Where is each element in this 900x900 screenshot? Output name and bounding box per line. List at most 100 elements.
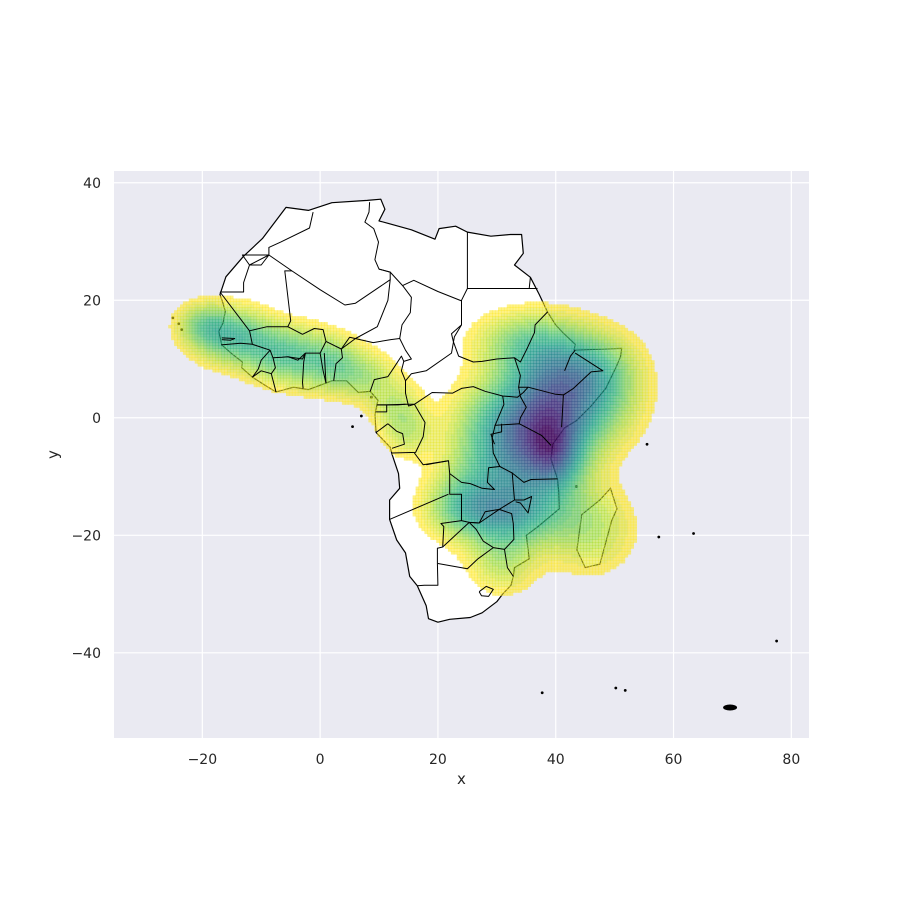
density-cell bbox=[601, 392, 605, 396]
density-cell bbox=[551, 515, 555, 520]
density-cell bbox=[642, 418, 646, 423]
density-cell bbox=[459, 451, 464, 455]
density-cell bbox=[615, 495, 620, 499]
density-cell bbox=[554, 404, 558, 408]
density-cell bbox=[624, 395, 629, 399]
density-cell bbox=[595, 421, 599, 426]
density-cell bbox=[524, 586, 528, 590]
density-cell bbox=[598, 401, 602, 405]
density-cell bbox=[501, 448, 505, 452]
density-cell bbox=[430, 507, 434, 511]
density-cell bbox=[506, 568, 511, 573]
density-cell bbox=[424, 439, 428, 443]
density-cell bbox=[530, 418, 534, 423]
density-cell bbox=[427, 463, 431, 467]
density-cell bbox=[492, 416, 496, 420]
density-cell bbox=[495, 504, 499, 508]
density-cell bbox=[506, 551, 511, 555]
density-cell bbox=[489, 401, 493, 405]
density-cell bbox=[515, 515, 520, 520]
density-cell bbox=[459, 545, 464, 549]
density-cell bbox=[645, 401, 649, 405]
density-cell bbox=[527, 451, 531, 455]
density-cell bbox=[621, 533, 626, 537]
density-cell bbox=[341, 395, 346, 399]
density-cell bbox=[392, 445, 396, 449]
density-cell bbox=[377, 413, 381, 417]
density-cell bbox=[506, 439, 511, 443]
density-cell bbox=[536, 421, 540, 426]
density-cell bbox=[577, 492, 581, 496]
density-cell bbox=[612, 392, 617, 396]
density-cell bbox=[583, 398, 587, 402]
density-cell bbox=[374, 401, 378, 405]
density-cell bbox=[533, 424, 537, 429]
density-cell bbox=[483, 451, 487, 455]
density-cell bbox=[489, 468, 493, 473]
density-cell bbox=[521, 424, 526, 429]
density-cell bbox=[477, 554, 481, 558]
density-cell bbox=[365, 401, 369, 405]
density-cell bbox=[533, 466, 537, 470]
density-cell bbox=[615, 492, 620, 496]
density-cell bbox=[556, 507, 561, 511]
density-cell bbox=[480, 439, 484, 443]
density-cell bbox=[536, 480, 540, 485]
density-cell bbox=[403, 410, 408, 414]
density-cell bbox=[595, 536, 599, 540]
density-cell bbox=[624, 518, 629, 523]
density-cell bbox=[565, 474, 570, 479]
density-cell bbox=[577, 466, 581, 470]
density-cell bbox=[480, 421, 484, 426]
density-cell bbox=[498, 554, 502, 558]
density-cell bbox=[433, 439, 437, 443]
density-cell bbox=[598, 416, 602, 420]
density-cell bbox=[554, 474, 558, 479]
density-cell bbox=[551, 445, 555, 449]
density-cell bbox=[468, 495, 473, 499]
density-cell bbox=[571, 427, 576, 432]
density-cell bbox=[542, 454, 546, 458]
density-cell bbox=[486, 398, 490, 402]
density-cell bbox=[436, 539, 440, 543]
density-cell bbox=[498, 433, 502, 438]
density-cell bbox=[539, 442, 543, 446]
density-cell bbox=[595, 460, 599, 464]
density-cell bbox=[568, 562, 573, 567]
density-cell bbox=[524, 580, 528, 584]
density-cell bbox=[548, 530, 552, 535]
density-cell bbox=[447, 545, 452, 549]
density-cell bbox=[577, 430, 581, 435]
density-cell bbox=[545, 501, 549, 505]
density-cell bbox=[542, 524, 546, 529]
density-cell bbox=[498, 536, 502, 540]
density-cell bbox=[424, 410, 428, 414]
density-cell bbox=[397, 413, 402, 417]
density-cell bbox=[424, 413, 428, 417]
density-cell bbox=[539, 554, 543, 558]
density-cell bbox=[548, 489, 552, 493]
density-cell bbox=[509, 442, 514, 446]
density-cell bbox=[403, 445, 408, 449]
density-cell bbox=[615, 513, 620, 517]
density-cell bbox=[430, 527, 434, 532]
density-cell bbox=[465, 404, 470, 408]
density-cell bbox=[568, 489, 573, 493]
density-cell bbox=[571, 483, 576, 488]
density-cell bbox=[362, 392, 366, 396]
density-cell bbox=[589, 568, 593, 573]
density-cell bbox=[607, 410, 611, 414]
density-cell bbox=[471, 542, 475, 546]
density-cell bbox=[577, 421, 581, 426]
density-cell bbox=[512, 430, 517, 435]
density-cell bbox=[456, 489, 461, 493]
density-cell bbox=[515, 501, 520, 505]
density-cell bbox=[565, 521, 570, 526]
density-cell bbox=[456, 501, 461, 505]
density-cell bbox=[618, 504, 623, 508]
density-cell bbox=[530, 551, 534, 555]
density-cell bbox=[548, 498, 552, 502]
density-cell bbox=[474, 571, 478, 576]
density-cell bbox=[447, 401, 452, 405]
density-cell bbox=[445, 439, 449, 443]
